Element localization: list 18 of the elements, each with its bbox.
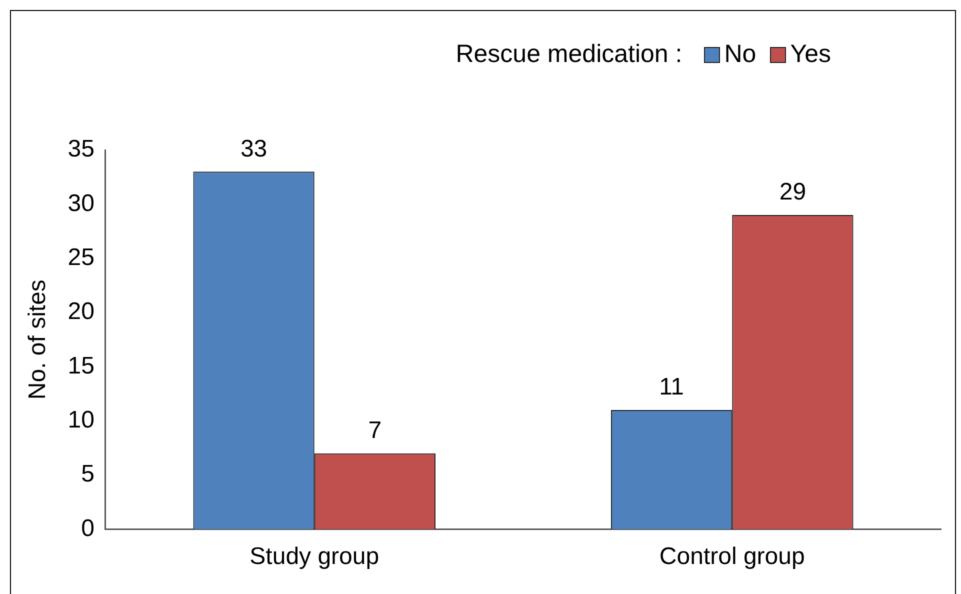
legend-title: Rescue medication :	[456, 40, 682, 69]
x-tick-label: Control group	[659, 543, 805, 570]
legend-label: No	[724, 40, 756, 69]
y-tick-label: 35	[68, 136, 94, 163]
data-label: 7	[368, 416, 382, 444]
data-label: 33	[240, 135, 268, 162]
y-tick-label: 15	[68, 352, 94, 380]
y-tick-label: 5	[81, 460, 94, 488]
y-tick-label: 30	[68, 190, 94, 217]
data-label: 29	[779, 178, 806, 206]
y-tick-label: 10	[68, 406, 94, 434]
x-tick-label: Study group	[250, 543, 380, 570]
y-tick-label: 0	[81, 514, 94, 542]
legend-label: Yes	[790, 40, 831, 69]
data-label: 11	[659, 374, 684, 401]
y-axis-title: No. of sites	[24, 280, 52, 400]
y-tick-label: 20	[68, 298, 94, 326]
y-tick-label: 25	[68, 244, 94, 271]
